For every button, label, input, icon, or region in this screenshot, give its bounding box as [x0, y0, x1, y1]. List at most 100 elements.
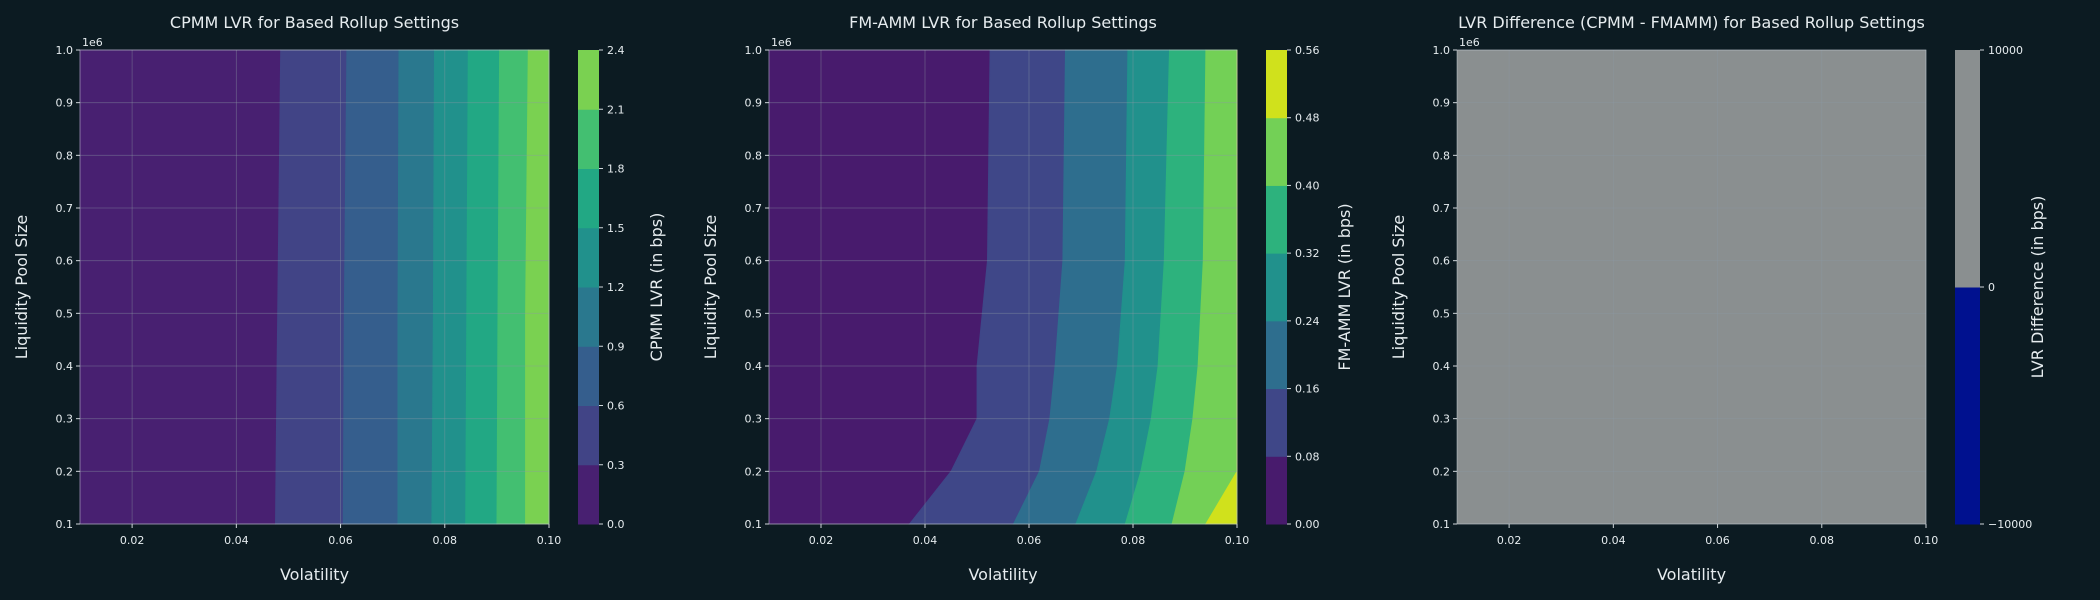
- y-offset-label: 1e6: [1459, 36, 1480, 49]
- y-tick-label: 1.0: [56, 44, 74, 57]
- contour-band: [274, 49, 348, 525]
- y-offset-label: 1e6: [771, 36, 792, 49]
- colorbar-tick-label: 0: [1988, 281, 1995, 294]
- contour-band: [525, 49, 550, 525]
- y-tick-label: 0.3: [56, 413, 74, 426]
- colorbar-tick-label: 0.56: [1295, 44, 1320, 57]
- y-tick-label: 0.7: [745, 202, 763, 215]
- y-axis-label: Liquidity Pool Size: [12, 215, 31, 360]
- y-tick-label: 0.5: [56, 307, 74, 320]
- contour-band: [768, 49, 991, 525]
- x-axis-label: Volatility: [968, 565, 1037, 584]
- colorbar-tick-label: 0.0: [607, 518, 625, 531]
- y-tick-label: 0.1: [56, 518, 74, 531]
- y-tick-label: 0.6: [745, 255, 763, 268]
- chart-panel-1: 0.02 0.04 0.06 0.08 0.100.10.20.30.40.50.60.…: [12, 13, 666, 584]
- colorbar-tick-label: 0.9: [607, 340, 625, 353]
- chart-title: LVR Difference (CPMM - FMAMM) for Based …: [1458, 13, 1925, 32]
- colorbar-segment: [1266, 50, 1287, 119]
- colorbar-tick-label: 0.16: [1295, 383, 1320, 396]
- y-tick-label: 0.9: [1433, 97, 1451, 110]
- chart-panel-2: 0.02 0.04 0.06 0.08 0.10 0.1 0.2 0.3 0.4 0.5 0.6 0.…: [701, 13, 1354, 584]
- y-axis-label: Liquidity Pool Size: [1389, 215, 1408, 360]
- colorbar-label: LVR Difference (in bps): [2028, 196, 2047, 379]
- colorbar-segment: [578, 50, 599, 110]
- x-tick-label: 0.10: [537, 534, 562, 547]
- y-tick-label: 0.1: [1433, 518, 1451, 531]
- y-tick-label: 0.8: [56, 149, 74, 162]
- colorbar-tick-label: 0.40: [1295, 179, 1320, 192]
- colorbar-tick-label: 0.24: [1295, 315, 1320, 328]
- colorbar-tick-label: 0.00: [1295, 518, 1320, 531]
- x-tick-label: 0.02: [809, 534, 834, 547]
- x-tick-label: 0.10: [1225, 534, 1250, 547]
- colorbar: −10000 0 10000 LVR Difference (in bps): [1955, 44, 2047, 531]
- y-offset-label: 1e6: [82, 36, 103, 49]
- x-tick-label: 0.04: [1601, 534, 1626, 547]
- y-tick-label: 0.5: [745, 307, 763, 320]
- y-tick-label: 0.4: [745, 360, 763, 373]
- colorbar-tick-label: 1.8: [607, 163, 625, 176]
- colorbar-tick-label: 10000: [1988, 44, 2023, 57]
- x-axis-label: Volatility: [280, 565, 349, 584]
- contour-band: [431, 49, 469, 525]
- x-tick-label: 0.02: [120, 534, 145, 547]
- colorbar-segment: [578, 287, 599, 347]
- colorbar-segment: [578, 227, 599, 288]
- plot-frame: [768, 49, 1238, 525]
- y-tick-label: 0.2: [1433, 465, 1451, 478]
- colorbar-segment: [1266, 253, 1287, 322]
- contour-band: [397, 49, 435, 525]
- colorbar: 0.00 0.08 0.16 0.24 0.32 0.40 0.48 0.56 FM-AMM L…: [1266, 44, 1354, 531]
- colorbar: 0.0 0.3 0.6 0.9 1.2 1.5 1.8 2.1 2.4 CPMM LVR (in …: [578, 44, 666, 531]
- y-tick-label: 0.8: [745, 149, 763, 162]
- colorbar-segment: [578, 464, 599, 525]
- y-tick-label: 1.0: [745, 44, 763, 57]
- y-tick-label: 0.2: [56, 465, 74, 478]
- colorbar-segment: [578, 346, 599, 406]
- y-tick-label: 0.9: [745, 97, 763, 110]
- x-tick-label: 0.02: [1497, 534, 1522, 547]
- plot-frame: [1456, 49, 1927, 525]
- y-tick-label: 0.6: [56, 255, 74, 268]
- y-tick-label: 0.9: [56, 97, 74, 110]
- colorbar-tick-label: 0.3: [607, 459, 625, 472]
- colorbar-tick-label: 0.48: [1295, 112, 1320, 125]
- contour-band: [342, 49, 400, 525]
- x-tick-label: 0.08: [433, 534, 458, 547]
- colorbar-tick-label: −10000: [1988, 518, 2032, 531]
- colorbar-tick-label: 2.1: [607, 103, 625, 116]
- y-tick-label: 0.2: [745, 465, 763, 478]
- x-tick-label: 0.06: [1705, 534, 1730, 547]
- x-axis-label: Volatility: [1657, 565, 1726, 584]
- x-tick-label: 0.04: [224, 534, 249, 547]
- y-tick-label: 1.0: [1433, 44, 1451, 57]
- colorbar-tick-label: 1.5: [607, 222, 625, 235]
- colorbar-segment: [1266, 185, 1287, 254]
- x-tick-label: 0.08: [1810, 534, 1835, 547]
- y-tick-label: 0.8: [1433, 149, 1451, 162]
- y-tick-label: 0.7: [1433, 202, 1451, 215]
- y-tick-label: 0.3: [745, 413, 763, 426]
- y-axis-label: Liquidity Pool Size: [701, 215, 720, 360]
- contour-band: [496, 49, 529, 525]
- y-tick-label: 0.1: [745, 518, 763, 531]
- chart-panel-3: 0.02 0.04 0.06 0.08 0.10 0.1 0.2 0.3 0.4 0.5 0.6 0.…: [1389, 13, 2047, 584]
- contour-band: [79, 49, 282, 525]
- y-tick-label: 0.4: [56, 360, 74, 373]
- x-tick-label: 0.08: [1121, 534, 1146, 547]
- colorbar-segment: [1266, 388, 1287, 457]
- colorbar-label: CPMM LVR (in bps): [647, 213, 666, 362]
- colorbar-segment: [1266, 456, 1287, 525]
- chart-title: CPMM LVR for Based Rollup Settings: [170, 13, 459, 32]
- x-tick-label: 0.06: [1017, 534, 1042, 547]
- plot-frame: [79, 49, 550, 525]
- colorbar-tick-label: 0.08: [1295, 450, 1320, 463]
- chart-title: FM-AMM LVR for Based Rollup Settings: [849, 13, 1157, 32]
- y-tick-label: 0.7: [56, 202, 74, 215]
- colorbar-segment: [1955, 287, 1980, 525]
- x-tick-label: 0.10: [1914, 534, 1939, 547]
- colorbar-tick-label: 1.2: [607, 281, 625, 294]
- colorbar-tick-label: 0.6: [607, 400, 625, 413]
